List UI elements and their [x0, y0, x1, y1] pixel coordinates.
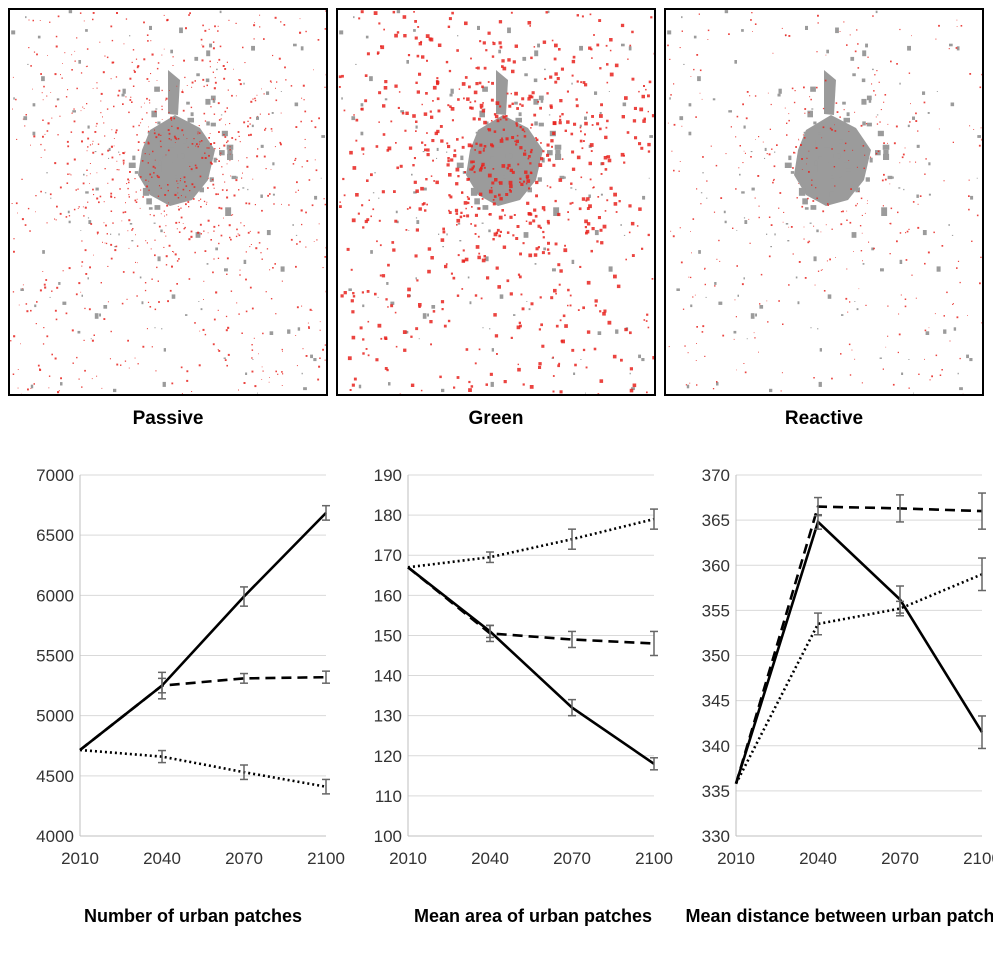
new-urban-development — [338, 10, 654, 394]
series-line-dotted — [79, 748, 327, 788]
x-tick-label: 2010 — [717, 849, 755, 868]
x-tick-label: 2100 — [635, 849, 673, 868]
x-tick-label: 2100 — [307, 849, 345, 868]
error-bar — [240, 672, 248, 684]
chart-number-of-patches: 4000 4500 5000 5500 6000 6500 7000 2010 2040 2070… — [8, 455, 345, 868]
error-bar — [978, 492, 986, 530]
y-tick-label: 140 — [374, 667, 402, 686]
new-urban-development — [667, 12, 982, 394]
map-label-reactive: Reactive — [784, 408, 864, 429]
x-tick-label: 2040 — [471, 849, 509, 868]
error-bar — [240, 764, 248, 781]
error-bar — [158, 749, 166, 764]
error-bar — [322, 778, 330, 795]
error-bar — [568, 698, 576, 717]
urban-area — [667, 10, 981, 394]
error-bar — [814, 612, 822, 636]
error-bar — [650, 757, 658, 771]
series-line-solid — [79, 511, 327, 752]
y-tick-label: 160 — [374, 586, 402, 605]
map-label-green: Green — [468, 408, 524, 429]
x-tick-label: 2100 — [963, 849, 993, 868]
error-bar — [322, 670, 330, 684]
y-tick-label: 110 — [375, 787, 402, 806]
chart-mean-area: 100 110 120 130 140 150 160 170 180 190 2010 2040 20… — [336, 455, 673, 868]
map-reactive — [664, 8, 984, 396]
y-tick-label: 180 — [374, 506, 402, 525]
x-tick-label: 2010 — [61, 849, 99, 868]
y-tick-label: 130 — [374, 707, 402, 726]
error-bar — [486, 624, 494, 643]
chart-title-number: Number of urban patches — [83, 906, 303, 926]
chart-mean-distance: 330 335 340 345 350 355 360 365 370 2010 2040 2070 2… — [664, 455, 993, 868]
y-tick-label: 120 — [374, 747, 402, 766]
error-bar — [568, 630, 576, 649]
error-bar — [896, 494, 904, 523]
error-bar — [896, 600, 904, 617]
urban-area — [11, 10, 325, 394]
error-bar — [650, 508, 658, 530]
x-tick-label: 2040 — [143, 849, 181, 868]
x-tick-label: 2010 — [389, 849, 427, 868]
y-tick-label: 6500 — [36, 526, 74, 545]
y-tick-label: 4000 — [36, 827, 74, 846]
error-bar — [240, 586, 248, 607]
error-bar — [650, 630, 658, 657]
y-tick-label: 7000 — [36, 466, 74, 485]
x-tick-label: 2070 — [225, 849, 263, 868]
error-bar — [486, 551, 494, 564]
y-tick-label: 340 — [702, 737, 730, 756]
x-tick-label: 2070 — [553, 849, 591, 868]
series-line-dotted — [734, 573, 983, 785]
map-label-passive: Passive — [132, 408, 204, 429]
y-tick-label: 170 — [374, 546, 402, 565]
series-line-dashed — [79, 675, 327, 752]
series-line-dashed — [407, 566, 655, 645]
error-bar — [814, 496, 822, 517]
series-line-dashed — [734, 505, 983, 785]
error-bar — [158, 671, 166, 700]
y-tick-label: 150 — [374, 626, 402, 645]
y-tick-label: 365 — [702, 511, 730, 530]
map-passive — [8, 8, 328, 396]
y-tick-label: 5500 — [36, 647, 74, 666]
series-line-solid — [734, 519, 984, 785]
y-tick-label: 4500 — [36, 767, 74, 786]
chart-title-distance: Mean distance between urban patches — [685, 906, 993, 926]
y-tick-label: 345 — [702, 692, 730, 711]
y-tick-label: 355 — [702, 601, 730, 620]
error-bar — [978, 557, 986, 592]
y-tick-label: 360 — [702, 556, 730, 575]
x-tick-label: 2070 — [881, 849, 919, 868]
chart-title-area: Mean area of urban patches — [413, 906, 653, 926]
series-line-dotted — [407, 517, 655, 569]
map-green — [336, 8, 656, 396]
y-tick-label: 100 — [374, 827, 402, 846]
y-tick-label: 335 — [702, 782, 730, 801]
y-tick-label: 330 — [702, 827, 730, 846]
x-tick-label: 2040 — [799, 849, 837, 868]
error-bar — [322, 504, 330, 521]
y-tick-label: 350 — [702, 647, 730, 666]
error-bar — [978, 715, 986, 750]
y-tick-label: 370 — [702, 466, 730, 485]
y-tick-label: 6000 — [36, 586, 74, 605]
y-tick-label: 5000 — [36, 707, 74, 726]
series-line-solid — [407, 566, 655, 765]
error-bar — [568, 528, 576, 550]
new-urban-development — [10, 10, 326, 394]
y-tick-label: 190 — [374, 466, 402, 485]
